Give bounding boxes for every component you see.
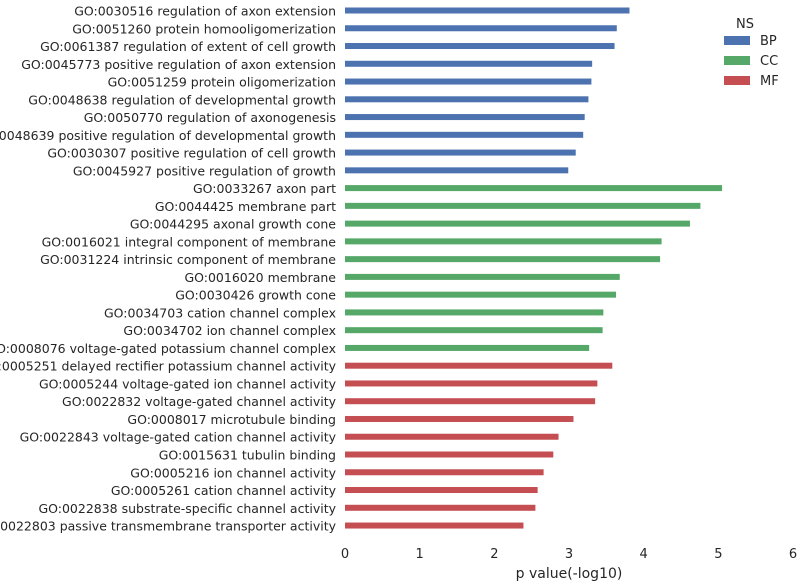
bar-mf — [345, 451, 554, 458]
y-tick-label: GO:0034702 ion channel complex — [123, 323, 336, 338]
legend-label-mf: MF — [760, 74, 779, 89]
y-tick-label: GO:0016021 integral component of membran… — [42, 234, 337, 249]
x-tick-label: 1 — [416, 547, 424, 562]
bar-bp — [345, 149, 576, 156]
y-tick-labels: GO:0030516 regulation of axon extension G… — [0, 4, 337, 534]
legend-swatch-mf — [724, 76, 750, 85]
bar-mf — [345, 487, 538, 494]
bar-mf — [345, 415, 574, 422]
y-tick-label: GO:0051260 protein homooligomerization — [72, 21, 336, 36]
bar-bp — [345, 43, 615, 50]
bar-mf — [345, 398, 596, 405]
bar-bp — [345, 96, 589, 103]
bar-bp — [345, 60, 593, 67]
y-tick-label: GO:0033267 axon part — [193, 181, 336, 196]
bar-cc — [345, 202, 701, 209]
bar-cc — [345, 220, 690, 227]
bar-bp — [345, 78, 592, 85]
bar-mf — [345, 522, 524, 529]
bar-mf — [345, 380, 598, 387]
bars-layer — [345, 7, 723, 529]
y-tick-label: GO:0008017 microtubule binding — [127, 412, 336, 427]
bar-mf — [345, 469, 544, 476]
bar-cc — [345, 291, 617, 298]
legend-swatch-cc — [724, 56, 750, 65]
legend-label-cc: CC — [760, 54, 778, 69]
y-tick-label: GO:0016020 membrane — [184, 270, 336, 285]
y-tick-label: GO:0005216 ion channel activity — [130, 465, 336, 480]
y-tick-label: GO:0044295 axonal growth cone — [130, 217, 336, 232]
y-tick-label: GO:0045773 positive regulation of axon e… — [21, 57, 336, 72]
legend-swatch-bp — [724, 36, 750, 45]
x-tick-labels: 0 1 2 3 4 5 6 — [341, 547, 797, 562]
bar-cc — [345, 344, 590, 351]
legend: NS BP CC MF — [724, 17, 779, 89]
y-tick-label: GO:0015631 tubulin binding — [159, 448, 336, 463]
x-tick-label: 0 — [341, 547, 349, 562]
y-tick-label: GO:0022838 substrate-specific channel ac… — [38, 501, 336, 516]
y-tick-label: GO:0008076 voltage-gated potassium chann… — [0, 341, 336, 356]
y-tick-label: GO:0045927 positive regulation of growth — [73, 163, 336, 178]
y-tick-label: GO:0005244 voltage-gated ion channel act… — [39, 376, 337, 391]
bar-cc — [345, 273, 620, 280]
y-tick-label: GO:0005261 cation channel activity — [111, 483, 337, 498]
y-tick-label: GO:0061387 regulation of extent of cell … — [40, 39, 336, 54]
bar-cc — [345, 309, 604, 316]
y-tick-label: GO:0048638 regulation of developmental g… — [28, 92, 336, 107]
x-tick-label: 2 — [490, 547, 498, 562]
legend-title: NS — [736, 17, 754, 32]
bar-bp — [345, 167, 569, 174]
bar-bp — [345, 7, 630, 14]
bar-bp — [345, 114, 585, 121]
y-tick-label: GO:0048639 positive regulation of develo… — [0, 128, 336, 143]
bar-cc — [345, 238, 662, 245]
y-tick-label: GO:0005251 delayed rectifier potassium c… — [0, 359, 337, 374]
y-tick-label: GO:0022832 voltage-gated channel activit… — [62, 394, 337, 409]
bar-cc — [345, 185, 723, 192]
bar-cc — [345, 327, 603, 334]
y-tick-label: GO:0022843 voltage-gated cation channel … — [20, 430, 337, 445]
legend-entries: BP CC MF — [724, 34, 779, 89]
x-tick-label: 5 — [714, 547, 722, 562]
y-tick-label: GO:0051259 protein oligomerization — [108, 75, 336, 90]
y-tick-label: GO:0050770 regulation of axonogenesis — [84, 110, 336, 125]
y-tick-label: GO:0030426 growth cone — [175, 288, 336, 303]
x-tick-label: 4 — [640, 547, 648, 562]
bar-mf — [345, 504, 536, 511]
legend-label-bp: BP — [760, 34, 777, 49]
y-tick-label: GO:0022803 passive transmembrane transpo… — [0, 519, 337, 534]
y-tick-label: GO:0031224 intrinsic component of membra… — [40, 252, 336, 267]
x-tick-label: 3 — [565, 547, 573, 562]
y-tick-label: GO:0034703 cation channel complex — [104, 305, 336, 320]
y-tick-label: GO:0030307 positive regulation of cell g… — [47, 146, 336, 161]
bar-mf — [345, 362, 613, 369]
bar-mf — [345, 433, 559, 440]
y-tick-label: GO:0044425 membrane part — [155, 199, 336, 214]
bar-bp — [345, 25, 617, 32]
x-tick-label: 6 — [789, 547, 797, 562]
y-tick-label: GO:0030516 regulation of axon extension — [74, 4, 336, 19]
bar-cc — [345, 256, 661, 263]
x-axis-label: p value(-log10) — [516, 566, 623, 582]
bar-bp — [345, 131, 584, 138]
